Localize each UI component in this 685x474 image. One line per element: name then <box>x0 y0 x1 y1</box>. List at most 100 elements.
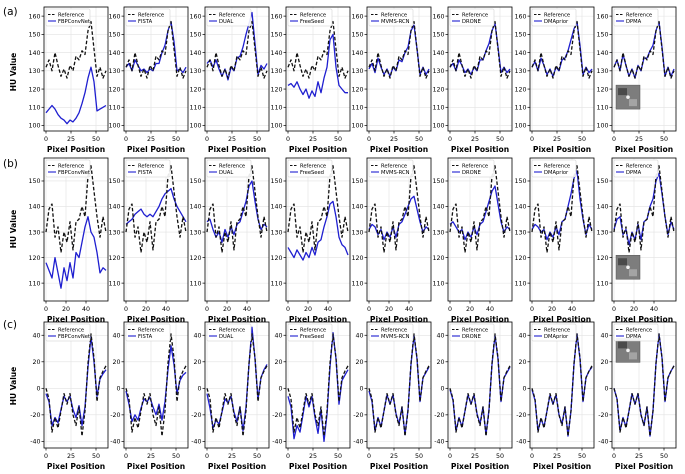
series-line-reference <box>206 20 268 79</box>
legend-box <box>449 159 495 178</box>
x-tick-label: 25 <box>67 453 75 460</box>
legend-label-method: DPMA <box>626 334 642 340</box>
legend-label-reference: Reference <box>138 13 164 19</box>
y-tick-label: -20 <box>191 412 201 419</box>
y-tick-label: 150 <box>28 32 40 39</box>
legend-label-reference: Reference <box>381 328 407 334</box>
y-tick-label: 40 <box>436 332 444 339</box>
y-tick-label: 120 <box>270 86 282 93</box>
legend-label-reference: Reference <box>138 328 164 334</box>
axes-frame <box>611 157 677 302</box>
y-tick-label: 120 <box>514 86 526 93</box>
y-tick-label: 140 <box>351 50 363 57</box>
inset-image-shade <box>629 269 637 277</box>
legend-box <box>287 323 333 342</box>
axes-frame <box>529 321 595 449</box>
x-tick-label: 25 <box>471 136 479 143</box>
x-axis-label: Pixel Position <box>451 462 509 471</box>
y-tick-label: 150 <box>270 178 282 185</box>
legend-label-method: FreeSeed <box>300 334 324 340</box>
axes-frame <box>366 157 432 302</box>
y-tick-label: 100 <box>189 123 201 130</box>
panel-fista-row-b: 0 20 40 110 120 130 140 150 Pixel Position Refere… <box>108 157 189 324</box>
legend-label-method: DRONE <box>462 19 481 25</box>
y-tick-label: 150 <box>596 178 608 185</box>
panel-dpma-row-b: 0 20 40 110 120 130 140 150 Pixel Position Refere… <box>596 157 677 324</box>
y-axis-label-row-a: HU Value <box>9 53 18 91</box>
legend-box <box>287 159 333 178</box>
y-tick-label: 110 <box>514 104 526 111</box>
legend-label-reference: Reference <box>300 13 326 19</box>
y-tick-label: 140 <box>270 50 282 57</box>
y-tick-label: -20 <box>598 412 608 419</box>
panel-dmaprior-row-a: 0 25 50 100 110 120 130 140 150 160 Pixel Position… <box>514 6 595 154</box>
y-axis-label-row-c: HU Value <box>9 367 18 405</box>
y-tick-label: 130 <box>596 68 608 75</box>
legend-label-reference: Reference <box>219 328 245 334</box>
x-axis-label: Pixel Position <box>533 315 591 324</box>
y-tick-label: 130 <box>189 68 201 75</box>
y-tick-label: 20 <box>436 359 444 366</box>
series-line-dual <box>206 326 268 432</box>
y-tick-label: -20 <box>110 412 120 419</box>
y-tick-label: 0 <box>359 386 363 393</box>
y-tick-label: 140 <box>189 50 201 57</box>
x-axis-label: Pixel Position <box>615 462 673 471</box>
legend-box <box>206 8 252 27</box>
y-tick-label: 120 <box>28 255 40 262</box>
x-tick-label: 25 <box>471 453 479 460</box>
legend-label-method: MVMS-RCN <box>381 334 410 340</box>
axes-frame <box>285 6 351 132</box>
axes-frame <box>123 157 189 302</box>
series-line-reference <box>531 165 593 254</box>
legend-label-reference: Reference <box>462 328 488 334</box>
legend-label-method: FBPConvNet <box>58 170 90 176</box>
y-tick-label: 120 <box>351 255 363 262</box>
y-tick-label: 120 <box>189 86 201 93</box>
series-line-fbpconvnet <box>45 216 107 289</box>
inset-image-shade <box>618 88 627 96</box>
y-tick-label: 120 <box>108 255 120 262</box>
legend-box <box>613 323 659 342</box>
panel-fbpconvnet-row-c: 0 25 50 -40 -20 0 20 40 Pixel Position ReferenceF… <box>30 321 109 471</box>
y-tick-label: 40 <box>274 332 282 339</box>
series-line-dmaprior <box>531 170 593 241</box>
legend-label-method: DPMA <box>626 19 642 25</box>
y-tick-label: 110 <box>351 104 363 111</box>
x-tick-label: 0 <box>612 453 616 460</box>
x-tick-label: 0 <box>612 136 616 143</box>
x-axis-label: Pixel Position <box>127 315 185 324</box>
y-tick-label: 130 <box>514 229 526 236</box>
y-tick-label: 150 <box>189 178 201 185</box>
y-tick-label: -40 <box>191 439 201 446</box>
x-tick-label: 25 <box>553 136 561 143</box>
series-line-reference <box>125 333 187 437</box>
series-line-reference <box>613 165 675 254</box>
y-tick-label: 100 <box>351 123 363 130</box>
y-tick-label: -20 <box>353 412 363 419</box>
y-tick-label: 150 <box>108 32 120 39</box>
y-tick-label: 20 <box>32 359 40 366</box>
axes-frame <box>447 157 513 302</box>
y-tick-label: 150 <box>514 32 526 39</box>
legend-label-reference: Reference <box>219 13 245 19</box>
y-tick-label: -20 <box>272 412 282 419</box>
y-tick-label: 20 <box>112 359 120 366</box>
x-tick-label: 0 <box>367 306 371 313</box>
y-tick-label: 130 <box>270 229 282 236</box>
legend-label-method: DPMA <box>626 170 642 176</box>
y-tick-label: 150 <box>514 178 526 185</box>
x-axis-label: Pixel Position <box>208 315 266 324</box>
y-tick-label: 140 <box>189 204 201 211</box>
legend-label-method: DUAL <box>219 170 233 176</box>
legend-label-method: FISTA <box>138 334 153 340</box>
y-tick-label: 160 <box>270 13 282 20</box>
legend-box <box>125 8 171 27</box>
x-axis-label: Pixel Position <box>47 145 105 154</box>
x-tick-label: 0 <box>44 306 48 313</box>
x-tick-label: 25 <box>635 136 643 143</box>
series-line-freeseed <box>287 33 348 99</box>
y-tick-label: -20 <box>30 412 40 419</box>
y-tick-label: 120 <box>189 255 201 262</box>
